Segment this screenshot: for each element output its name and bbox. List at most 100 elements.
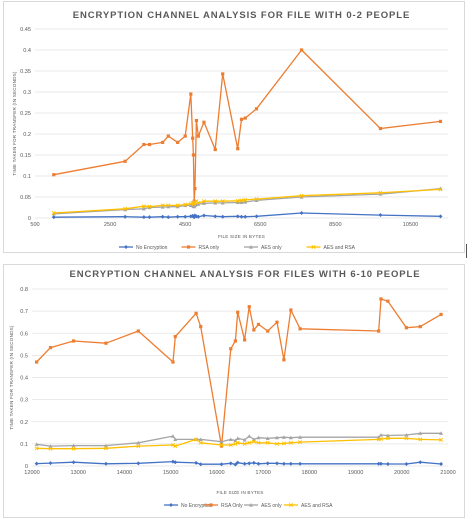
chart-1-point-aes-only bbox=[201, 201, 206, 205]
chart-2-line-rsa-only bbox=[36, 298, 442, 447]
chart-1-point-no-encryption bbox=[235, 214, 240, 219]
chart-1-point-rsa-only bbox=[191, 136, 195, 140]
chart-2-point-aes-only bbox=[418, 431, 423, 435]
chart-1-series-aes-only bbox=[51, 186, 443, 216]
chart-2-x-tick-label: 14000 bbox=[117, 470, 133, 476]
chart-1-title: ENCRYPTION CHANNEL ANALYSIS FOR FILE WIT… bbox=[73, 10, 410, 21]
chart-1-point-rsa-only bbox=[191, 153, 196, 157]
chart-1-point-aes-and-rsa bbox=[147, 204, 152, 209]
chart-1-point-aes-and-rsa bbox=[235, 198, 240, 203]
chart-2-y-tick-label: 0.3 bbox=[20, 398, 28, 404]
chart-1-point-no-encryption bbox=[243, 214, 248, 219]
chart-1-x-axis-label: FILE SIZE IN BYTES bbox=[218, 234, 265, 239]
chart-2-point-rsa-only bbox=[48, 346, 53, 350]
chart-2-line-aes-and-rsa bbox=[36, 437, 442, 450]
chart-2-point-rsa-only bbox=[243, 338, 247, 342]
chart-2-point-aes-and-rsa bbox=[34, 446, 39, 451]
chart-2-point-no-encryption bbox=[385, 462, 390, 467]
chart-1-series-aes-and-rsa bbox=[51, 187, 443, 215]
chart-2-point-aes-only bbox=[219, 439, 224, 444]
chart-2-point-rsa-only bbox=[72, 339, 76, 343]
chart-1-x-tick-label: 4500 bbox=[179, 222, 191, 228]
chart-1-point-aes-only bbox=[243, 200, 248, 204]
chart-1-point-aes-and-rsa bbox=[196, 200, 201, 205]
chart-2-point-no-encryption bbox=[103, 461, 108, 466]
chart-1-point-aes-and-rsa bbox=[123, 206, 128, 211]
chart-1-legend-item-aes-and-rsa: AES and RSA bbox=[306, 245, 356, 251]
chart-2-point-aes-and-rsa bbox=[48, 446, 53, 451]
chart-2-point-no-encryption bbox=[136, 461, 141, 466]
chart-2-x-tick-label: 13000 bbox=[70, 470, 86, 476]
chart-1-point-aes-only bbox=[213, 200, 218, 205]
chart-1-point-aes-only bbox=[220, 200, 225, 205]
chart-2-x-tick-label: 20000 bbox=[394, 470, 410, 476]
chart-1-y-tick-label: 0.45 bbox=[20, 27, 31, 33]
chart-1-y-tick-label: 0.3 bbox=[23, 90, 31, 96]
chart-1-point-no-encryption bbox=[254, 214, 259, 219]
chart-1-point-rsa-only bbox=[254, 107, 259, 111]
chart-2-point-rsa-only bbox=[282, 358, 286, 362]
chart-1-point-rsa-only bbox=[236, 147, 240, 151]
chart-1-y-tick-label: 0.2 bbox=[23, 132, 31, 138]
chart-1-point-rsa-only bbox=[52, 173, 56, 177]
chart-2-point-aes-and-rsa bbox=[385, 436, 390, 441]
chart-2-point-aes-and-rsa bbox=[288, 440, 293, 445]
chart-2-point-aes-and-rsa bbox=[251, 439, 256, 444]
chart-2-point-aes-and-rsa bbox=[235, 440, 240, 445]
chart-2-point-rsa-only bbox=[418, 325, 422, 329]
chart-2-series-aes-and-rsa bbox=[34, 436, 444, 451]
chart-1-point-aes-and-rsa bbox=[378, 190, 383, 195]
chart-6-10-people: ENCRYPTION CHANNEL ANALYSIS FOR FILES WI… bbox=[9, 269, 456, 509]
chart-1-point-aes-and-rsa bbox=[166, 203, 171, 208]
chart-2-point-aes-and-rsa bbox=[170, 442, 175, 447]
chart-2-point-rsa-only bbox=[171, 360, 175, 364]
chart-2-point-aes-only bbox=[198, 437, 203, 442]
chart-1-point-aes-and-rsa bbox=[299, 193, 304, 198]
chart-1-legend-item-no-encryption: No Encryption bbox=[119, 245, 168, 251]
chart-1-point-aes-only bbox=[141, 206, 146, 211]
chart-1-x-tick-label: 8500 bbox=[329, 222, 341, 228]
chart-2-point-aes-and-rsa bbox=[404, 436, 409, 441]
chart-2-point-aes-only bbox=[103, 443, 108, 448]
chart-1-point-rsa-only bbox=[142, 142, 146, 147]
chart-panel-0-2-people: ENCRYPTION CHANNEL ANALYSIS FOR FILE WIT… bbox=[3, 1, 465, 253]
chart-2-point-rsa-only bbox=[194, 311, 198, 315]
chart-1-point-aes-and-rsa bbox=[201, 199, 206, 204]
chart-2-point-no-encryption bbox=[242, 461, 247, 466]
chart-1-point-aes-only bbox=[166, 204, 171, 209]
chart-2-point-aes-only bbox=[48, 444, 53, 448]
chart-2-point-aes-only bbox=[136, 440, 141, 445]
chart-2-point-no-encryption bbox=[418, 460, 423, 465]
chart-2-point-aes-and-rsa bbox=[247, 440, 252, 445]
chart-1-point-no-encryption bbox=[220, 214, 225, 219]
chart-2-y-tick-label: 0 bbox=[25, 464, 28, 470]
chart-1-point-aes-and-rsa bbox=[239, 198, 244, 203]
chart-2-point-no-encryption bbox=[298, 461, 303, 466]
chart-2-point-rsa-only bbox=[252, 328, 256, 332]
chart-1-x-tick-label: 10500 bbox=[403, 222, 419, 228]
chart-1-point-rsa-only bbox=[213, 147, 217, 152]
chart-2-point-rsa-only bbox=[104, 341, 108, 345]
chart-1-point-no-encryption bbox=[438, 214, 443, 219]
chart-2-point-no-encryption bbox=[34, 461, 39, 466]
chart-2-point-rsa-only bbox=[233, 339, 237, 343]
chart-1-point-no-encryption bbox=[213, 214, 218, 219]
chart-2-point-no-encryption bbox=[274, 461, 279, 466]
chart-2-point-aes-and-rsa bbox=[228, 442, 233, 447]
chart-1-x-tick-label: 500 bbox=[30, 222, 39, 228]
chart-2-point-no-encryption bbox=[251, 460, 256, 465]
chart-1-point-no-encryption bbox=[196, 214, 201, 219]
chart-2-point-rsa-only bbox=[386, 299, 390, 303]
chart-1-y-tick-label: 0.1 bbox=[23, 174, 31, 180]
chart-2-point-aes-and-rsa bbox=[418, 437, 423, 442]
chart-2-point-aes-and-rsa bbox=[242, 441, 247, 446]
chart-2-point-rsa-only bbox=[289, 308, 293, 312]
chart-2-point-aes-only bbox=[71, 443, 76, 448]
chart-2-point-rsa-only bbox=[439, 312, 443, 317]
chart-2-point-aes-and-rsa bbox=[194, 437, 199, 442]
chart-1-point-aes-and-rsa bbox=[183, 202, 188, 207]
chart-2-x-tick-label: 12000 bbox=[24, 470, 40, 476]
chart-2-point-rsa-only bbox=[136, 329, 140, 333]
chart-2-point-rsa-only bbox=[219, 444, 224, 448]
chart-1-point-rsa-only bbox=[161, 140, 165, 144]
